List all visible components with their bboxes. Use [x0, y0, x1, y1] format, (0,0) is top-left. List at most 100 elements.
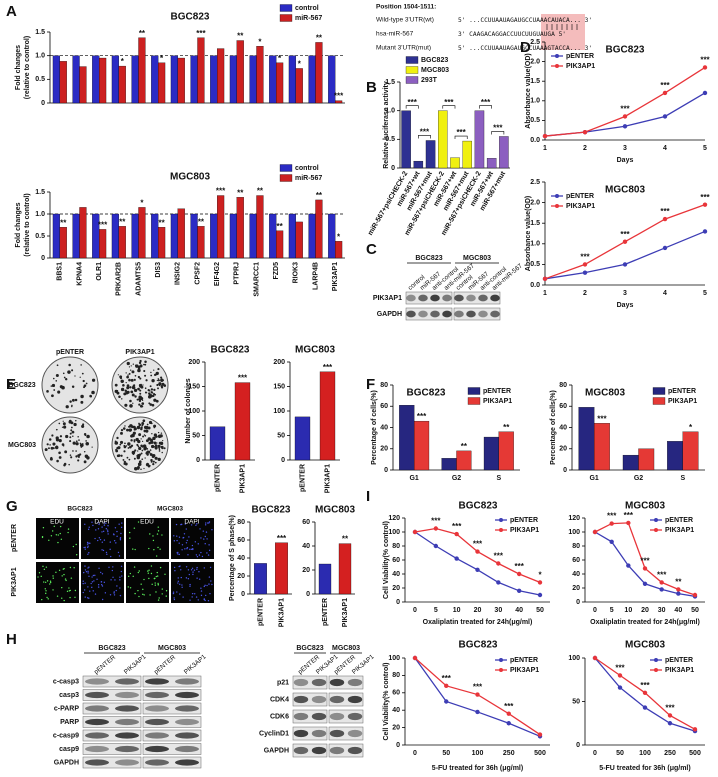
- legend-swatch: [654, 518, 658, 522]
- colony: [137, 462, 140, 465]
- nucleus: [211, 528, 213, 531]
- nucleus: [84, 548, 86, 550]
- y-tick-label: 20: [302, 567, 310, 574]
- colony: [78, 439, 80, 441]
- sequence-label: hsa-miR-567: [376, 31, 414, 38]
- nucleus: [65, 579, 67, 582]
- nucleus: [194, 541, 197, 543]
- blot-group-label: BGC823: [415, 255, 442, 262]
- colony: [149, 390, 151, 392]
- colony: [63, 462, 67, 466]
- colony: [134, 449, 137, 452]
- nucleus: [114, 579, 116, 581]
- panel-label: C: [366, 241, 377, 258]
- y-tick-label: 100: [388, 655, 400, 662]
- blot-panel: [82, 729, 142, 742]
- y-tick-label: 0: [576, 599, 580, 606]
- colony: [75, 442, 79, 446]
- image-group-label: BGC823: [67, 506, 93, 513]
- colony: [77, 454, 81, 457]
- nucleus: [38, 572, 41, 574]
- colony: [62, 422, 66, 426]
- point: [617, 673, 623, 678]
- point: [506, 711, 511, 716]
- bar: [249, 55, 257, 104]
- stain-label: EDU: [50, 519, 64, 526]
- row-label: pENTER: [11, 524, 18, 552]
- chart-title: BGC823: [459, 501, 498, 512]
- nucleus: [157, 582, 159, 585]
- significance-label: **: [675, 578, 682, 587]
- nucleus: [206, 552, 208, 554]
- bar: [399, 405, 415, 471]
- y-tick-label: 150: [273, 383, 285, 390]
- nucleus: [155, 575, 157, 578]
- nucleus: [204, 599, 206, 602]
- colony: [83, 451, 86, 453]
- nucleus: [205, 522, 207, 524]
- colony: [137, 387, 139, 390]
- y-tick-label: 80: [237, 519, 245, 526]
- blot-panel: [405, 307, 453, 321]
- colony: [61, 426, 64, 428]
- nucleus: [85, 571, 88, 573]
- nucleus: [204, 584, 206, 587]
- colony: [126, 428, 129, 432]
- bar: [170, 55, 178, 104]
- nucleus: [119, 539, 122, 541]
- significance-label: ***: [420, 128, 430, 137]
- colony: [135, 364, 139, 368]
- nucleus: [52, 589, 54, 591]
- nucleus: [118, 555, 121, 557]
- nucleus: [99, 538, 102, 541]
- bar: [190, 213, 198, 259]
- blot-band: [329, 695, 345, 704]
- colony: [153, 369, 155, 371]
- colony: [136, 455, 140, 460]
- significance-label: ***: [504, 702, 514, 711]
- bar: [52, 213, 60, 259]
- nucleus: [84, 582, 86, 584]
- point: [702, 202, 708, 207]
- point: [454, 556, 459, 561]
- y-axis-label: Fold changes: [15, 45, 22, 90]
- colony: [58, 451, 61, 455]
- nucleus: [45, 590, 47, 592]
- colony: [131, 393, 135, 397]
- legend-label: PIK3AP1: [483, 398, 512, 405]
- legend-label: pENTER: [510, 517, 538, 524]
- colony: [138, 446, 142, 451]
- nucleus: [178, 553, 181, 556]
- blot-band: [145, 759, 169, 766]
- point: [622, 114, 628, 119]
- x-tick-label: RIOK3: [293, 262, 300, 284]
- bar: [413, 160, 424, 169]
- colony: [138, 433, 142, 437]
- colony: [148, 394, 151, 397]
- bar: [197, 226, 205, 259]
- nucleus: [43, 581, 45, 583]
- colony: [50, 456, 53, 460]
- colony: [74, 375, 76, 377]
- y-tick-label: 40: [302, 543, 310, 550]
- colony: [124, 425, 126, 427]
- colony: [163, 447, 166, 450]
- colony: [119, 443, 122, 446]
- blot-group-label: BGC823: [98, 645, 125, 652]
- colony: [120, 429, 124, 432]
- colony: [125, 381, 127, 384]
- legend-swatch: [467, 397, 481, 405]
- bar: [151, 213, 159, 259]
- colony: [151, 403, 155, 407]
- colony: [160, 432, 163, 434]
- nucleus: [180, 569, 182, 571]
- colony: [151, 379, 155, 383]
- point: [626, 563, 631, 568]
- colony: [91, 390, 95, 395]
- nucleus: [158, 597, 160, 599]
- nucleus: [194, 593, 196, 595]
- nucleus: [68, 587, 70, 589]
- blot-band: [430, 294, 440, 302]
- nucleus: [148, 547, 150, 550]
- bar: [99, 57, 107, 104]
